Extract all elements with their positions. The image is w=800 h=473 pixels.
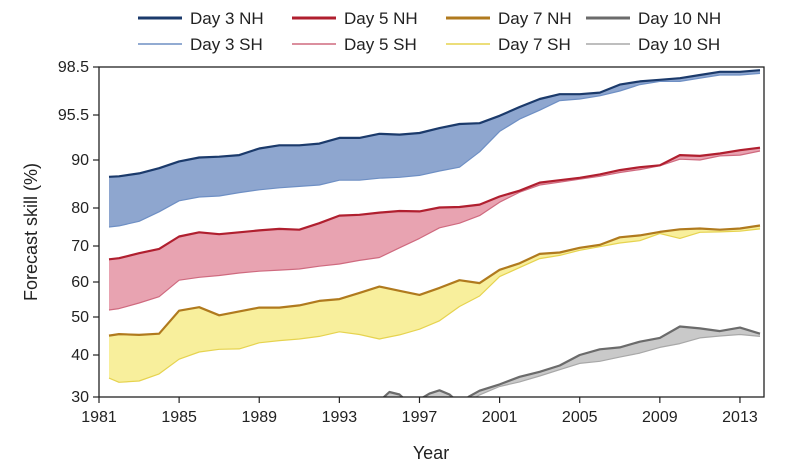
x-tick-label: 2013: [722, 409, 758, 426]
line-day-3-sh: [108, 72, 761, 228]
y-tick-label: 70: [71, 238, 89, 255]
x-tick-label: 1997: [402, 409, 438, 426]
line-day-5-nh: [108, 146, 761, 261]
legend-label: Day 10 NH: [638, 9, 721, 28]
band-day-10: [383, 326, 760, 397]
line-day-7-nh: [108, 224, 761, 337]
y-axis-title: Forecast skill (%): [21, 163, 41, 301]
legend-label: Day 5 NH: [344, 9, 418, 28]
x-tick-label: 1981: [81, 409, 117, 426]
legend-label: Day 7 SH: [498, 35, 571, 54]
hemisphere-fill-bands: [109, 70, 760, 397]
band-day-5: [109, 147, 760, 310]
y-tick-label: 50: [71, 309, 89, 326]
line-day-3-nh: [108, 69, 761, 178]
y-tick-label: 95.5: [58, 107, 89, 124]
x-tick-label: 1989: [241, 409, 277, 426]
legend-label: Day 7 NH: [498, 9, 572, 28]
x-tick-label: 2001: [482, 409, 518, 426]
line-day-10-nh: [382, 325, 761, 397]
band-day-3: [109, 70, 760, 227]
y-tick-label: 80: [71, 200, 89, 217]
y-tick-label: 90: [71, 152, 89, 169]
line-day-10-sh: [474, 333, 761, 397]
x-axis-title: Year: [413, 443, 449, 463]
line-day-5-sh: [108, 150, 761, 311]
plot-frame: [98, 66, 765, 398]
x-tick-label: 2005: [562, 409, 598, 426]
y-tick-label: 30: [71, 389, 89, 406]
legend-label: Day 3 NH: [190, 9, 264, 28]
x-tick-label: 1985: [161, 409, 197, 426]
legend: Day 3 NH Day 5 NH Day 7 NH Day 10 NH Day 3 S…: [138, 9, 721, 54]
legend-label: Day 3 SH: [190, 35, 263, 54]
y-tick-label: 98.5: [58, 59, 89, 76]
legend-label: Day 10 SH: [638, 35, 720, 54]
x-tick-label: 2009: [642, 409, 678, 426]
band-day-7: [109, 225, 760, 383]
y-tick-label: 60: [71, 274, 89, 291]
series-lines: [108, 69, 761, 397]
axes: 1981 1985 1989 1993 1997 2001 2005 2009 2013 30 40…: [58, 59, 765, 426]
legend-label: Day 5 SH: [344, 35, 417, 54]
x-tick-label: 1993: [322, 409, 358, 426]
line-day-7-sh: [108, 228, 761, 383]
y-tick-label: 40: [71, 347, 89, 364]
